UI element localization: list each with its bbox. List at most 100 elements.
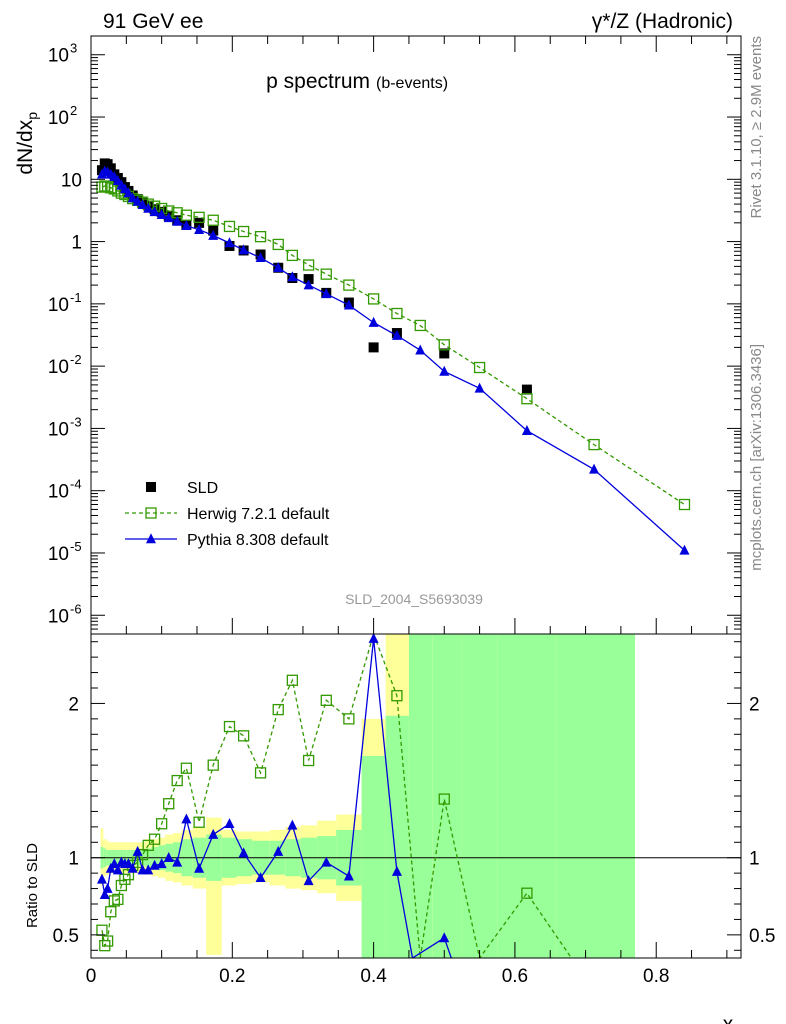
band-inner: [432, 634, 462, 958]
y-tick-label: 10: [48, 357, 69, 378]
mc-point: [123, 858, 134, 869]
mc-point: [146, 533, 156, 544]
series-line: [101, 634, 572, 958]
mc-point: [588, 438, 600, 451]
data-point: [105, 163, 116, 174]
mc-point: [223, 220, 236, 233]
mc-point: [101, 935, 114, 947]
y-tick-label: 1: [71, 233, 82, 254]
x-axis-label: xp: [723, 1013, 742, 1024]
mc-point: [679, 544, 690, 555]
x-tick-label: 0.8: [643, 966, 669, 987]
mc-point: [193, 816, 205, 828]
uncertainty-bands: [100, 634, 636, 958]
mc-point: [391, 690, 403, 702]
mc-point: [678, 498, 691, 511]
y-tick-label: 10: [48, 295, 69, 316]
series-line: [101, 185, 685, 506]
mc-point: [321, 288, 332, 299]
band-inner: [497, 634, 556, 958]
mc-point: [589, 463, 600, 474]
mc-point: [163, 798, 175, 810]
mc-point: [132, 845, 143, 856]
mc-point: [368, 634, 379, 643]
ratio-tick-label-right: 0.5: [749, 926, 775, 947]
mc-point: [254, 767, 267, 779]
band-inner: [461, 634, 498, 958]
mc-point: [181, 813, 192, 824]
mc-point: [163, 852, 174, 862]
mc-point: [521, 887, 533, 899]
mc-point: [343, 713, 355, 725]
x-ticks: 0 0.2 0.4 0.6 0.8: [86, 36, 728, 987]
legend-label: Pythia 8.308 default: [187, 532, 329, 549]
mc-point: [132, 195, 143, 206]
data-point: [439, 348, 450, 359]
mc-point: [137, 199, 148, 210]
ratio-tick-label: 0.5: [53, 926, 79, 947]
mcplots-label: mcplots.cern.ch [arXiv:1306.3436]: [748, 344, 765, 571]
rivet-label: Rivet 3.1.10, ≥ 2.9M events: [748, 36, 765, 219]
mc-point: [273, 262, 284, 273]
mc-point: [193, 211, 205, 223]
mc-point: [414, 319, 426, 332]
main-subtitle: (b-events): [376, 75, 448, 92]
band-inner: [555, 634, 636, 958]
mc-point: [143, 202, 154, 213]
data-point: [368, 342, 379, 353]
mc-point: [237, 225, 250, 238]
mc-point: [521, 424, 532, 435]
mc-point: [343, 870, 354, 881]
mc-point: [194, 224, 205, 235]
mc-point: [156, 209, 167, 219]
mc-point: [343, 299, 354, 310]
mc-point: [303, 279, 314, 290]
mc-point: [115, 879, 128, 892]
y-tick-label: 10: [48, 482, 69, 503]
mc-point: [96, 873, 107, 884]
y-tick-label: 10: [48, 544, 69, 565]
x-tick-label: 0: [86, 966, 97, 987]
main-y-axis-label: dN/dxp: [14, 112, 40, 175]
ratio-tick-label: 2: [68, 694, 79, 715]
y-tick-label: 10: [48, 606, 69, 627]
mc-point: [521, 393, 533, 405]
mc-point: [273, 845, 284, 856]
mc-point: [272, 238, 284, 251]
y-tick-exponent: 3: [70, 41, 77, 56]
watermark: SLD_2004_S5693039: [345, 591, 483, 607]
mc-point: [127, 192, 138, 203]
mc-point: [287, 271, 298, 282]
mc-point: [172, 215, 183, 226]
y-tick-exponent: -3: [70, 414, 82, 429]
mc-point: [320, 268, 332, 280]
y-tick-exponent: -4: [70, 477, 82, 492]
mc-point: [415, 344, 426, 355]
mc-point: [286, 249, 299, 262]
series-herwig: [96, 180, 691, 511]
mc-point: [109, 858, 120, 869]
mc-point: [143, 864, 154, 875]
mc-point: [473, 361, 486, 374]
mc-point: [321, 856, 332, 867]
y-tick-label: 10: [48, 419, 69, 440]
main-title: p spectrum: [266, 70, 370, 93]
y-tick-exponent: 2: [70, 103, 77, 118]
mc-point: [112, 893, 124, 906]
data-point: [521, 384, 532, 395]
mc-point: [108, 895, 120, 907]
mc-point: [105, 906, 117, 918]
y-tick-label: 10: [48, 46, 69, 67]
x-tick-label: 0.6: [502, 966, 528, 987]
ratio-tick-label-right: 2: [749, 694, 760, 715]
mc-point: [127, 862, 138, 873]
legend-label: Herwig 7.2.1 default: [187, 506, 330, 523]
mc-point: [96, 181, 108, 193]
legend-entry-herwig: Herwig 7.2.1 default: [125, 506, 330, 523]
mc-point: [156, 858, 167, 869]
mc-point: [238, 244, 249, 255]
mc-point: [208, 229, 219, 240]
series-pythia: [96, 634, 452, 958]
mc-point: [145, 507, 157, 519]
series-pythia: [96, 165, 690, 555]
